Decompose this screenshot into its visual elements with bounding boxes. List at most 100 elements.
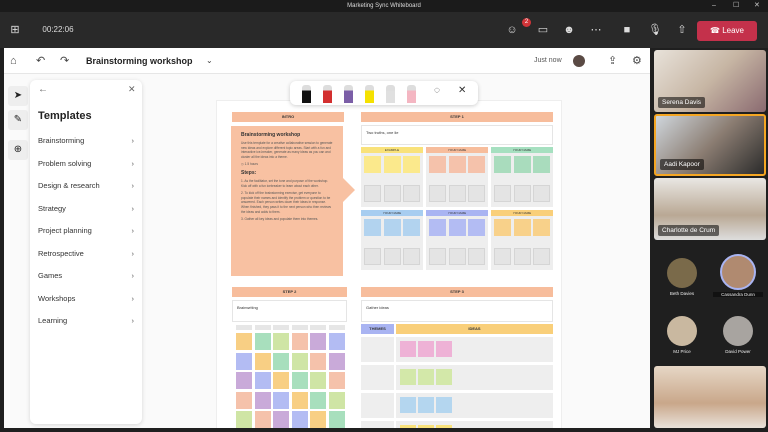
sticky-note[interactable] [494,156,511,173]
whiteboard-area[interactable]: ⌂ ↶ ↷ Brainstorming workshop ⌄ Just now … [4,48,650,428]
sticky-note[interactable] [310,391,326,409]
theme-cell[interactable] [361,365,394,390]
group-name-label[interactable]: YOUR NAME [426,210,488,216]
sticky-note[interactable] [418,397,434,413]
theme-cell[interactable] [361,393,394,418]
group-name-label[interactable]: YOUR NAME [426,147,488,153]
sticky-note[interactable] [513,219,531,236]
sticky-note[interactable] [310,372,326,389]
video-tile[interactable] [654,366,766,428]
template-item[interactable]: Strategy › [34,200,138,218]
back-arrow-icon[interactable]: ← [38,84,48,95]
pen-tool-icon[interactable] [407,85,416,103]
grid-view-icon[interactable]: ⊞ [10,24,20,36]
avatar[interactable] [573,55,585,67]
template-item[interactable]: Project planning › [34,222,138,240]
template-item[interactable]: Design & research › [34,177,138,195]
sticky-note[interactable] [436,425,452,428]
empty-slot[interactable] [383,185,401,202]
sticky-note[interactable] [291,372,308,389]
sticky-note[interactable] [310,411,326,428]
sticky-note[interactable] [400,341,416,357]
sticky-note[interactable] [273,352,289,370]
empty-slot[interactable] [513,248,531,265]
pen-tool-icon[interactable] [365,85,374,103]
sticky-note[interactable] [468,156,485,173]
sticky-note[interactable] [291,352,308,370]
sticky-note[interactable] [533,219,550,236]
empty-slot[interactable] [448,185,466,202]
sticky-note[interactable] [273,411,289,428]
sticky-note[interactable] [364,156,381,173]
sticky-note[interactable] [383,156,401,173]
minimize-button[interactable]: – [712,2,716,9]
template-item[interactable]: Games › [34,267,138,285]
sticky-note[interactable] [418,425,434,428]
step3-card[interactable]: Gather ideas [361,300,553,322]
sticky-note[interactable] [429,219,446,236]
sticky-note[interactable] [236,372,252,389]
empty-slot[interactable] [468,248,485,265]
video-tile-active-speaker[interactable]: Aadi Kapoor [654,114,766,176]
sticky-note[interactable] [468,219,485,236]
sticky-note[interactable] [533,156,550,173]
sticky-note[interactable] [254,352,271,370]
sticky-note[interactable] [436,369,452,385]
empty-slot[interactable] [429,185,446,202]
ideas-row[interactable] [396,421,553,428]
sticky-note[interactable] [236,411,252,428]
sticky-note[interactable] [448,156,466,173]
empty-slot[interactable] [448,248,466,265]
sticky-note[interactable] [400,425,416,428]
sticky-note[interactable] [254,411,271,428]
sticky-note[interactable] [310,333,326,350]
leave-button[interactable]: ☎ Leave [697,21,757,41]
video-tile[interactable]: Serena Davis [654,50,766,112]
close-toolbar-icon[interactable]: ✕ [458,85,467,96]
microphone-icon[interactable]: 🎙 [648,24,662,36]
sticky-note[interactable] [436,397,452,413]
sticky-note[interactable] [254,391,271,409]
sticky-note[interactable] [403,219,420,236]
participant-avatar[interactable]: Cassandra Dunn [713,254,763,297]
empty-slot[interactable] [533,248,550,265]
empty-slot[interactable] [403,248,420,265]
sticky-note[interactable] [429,156,446,173]
sticky-note[interactable] [328,372,345,389]
share-screen-icon[interactable]: ⇧ [677,24,687,36]
chat-icon[interactable]: ▭ [537,24,549,36]
settings-gear-icon[interactable]: ⚙ [632,55,642,67]
sticky-note[interactable] [236,352,252,370]
sticky-note[interactable] [328,411,345,428]
sticky-note[interactable] [273,372,289,389]
sticky-note[interactable] [418,341,434,357]
ideas-row[interactable] [396,337,553,362]
sticky-note[interactable] [418,369,434,385]
sticky-note[interactable] [328,391,345,409]
group-name-label[interactable]: EXAMPLE [361,147,423,153]
empty-slot[interactable] [494,248,511,265]
lasso-select-icon[interactable]: ◌ [434,85,440,96]
sticky-note[interactable] [383,219,401,236]
participant-avatar[interactable]: David Power [713,316,763,354]
home-icon[interactable]: ⌂ [10,55,17,67]
empty-slot[interactable] [364,248,381,265]
empty-slot[interactable] [364,185,381,202]
pen-tool-icon[interactable] [323,85,332,103]
sticky-note[interactable] [291,333,308,350]
pen-tool-icon[interactable] [386,85,395,103]
template-item[interactable]: Learning › [34,312,138,330]
pen-tool-icon[interactable] [302,85,311,103]
sticky-note[interactable] [403,156,420,173]
close-panel-icon[interactable]: ✕ [128,84,136,94]
undo-icon[interactable]: ↶ [36,55,46,67]
template-item[interactable]: Problem solving › [34,155,138,173]
more-options-icon[interactable]: ⋯ [590,24,602,36]
reactions-icon[interactable]: ☻ [563,24,575,36]
select-pointer-icon[interactable]: ➤ [8,86,28,106]
sticky-note[interactable] [448,219,466,236]
theme-cell[interactable] [361,421,394,428]
empty-slot[interactable] [513,185,531,202]
camera-icon[interactable]: ■ [623,24,631,36]
step1-card[interactable]: Two truths, one lie [361,125,553,145]
